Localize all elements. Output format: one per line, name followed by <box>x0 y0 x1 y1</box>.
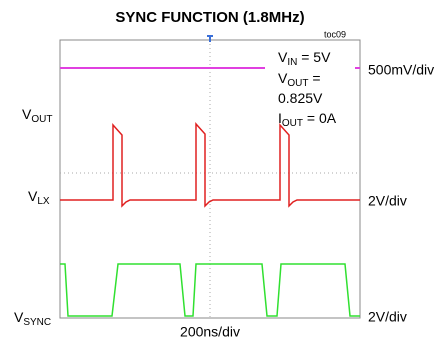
scale-label: 500mV/div <box>368 62 434 78</box>
channel-label-sub: OUT <box>31 114 52 125</box>
condition-main: V <box>278 70 288 86</box>
time-scale: 200ns/div <box>180 324 240 340</box>
scale-label: 2V/div <box>368 193 407 209</box>
scale-label: 2V/div <box>368 309 407 325</box>
condition-main: 0.825V <box>278 90 323 106</box>
channel-label-main: V <box>14 309 24 325</box>
condition: 0.825V <box>278 90 323 106</box>
vlx-trace <box>60 122 360 208</box>
channel-label: VLX <box>28 188 50 207</box>
condition: IOUT = 0A <box>278 110 337 129</box>
condition-rest: = <box>308 70 320 86</box>
figure-id: toc09 <box>324 29 346 39</box>
condition-main: I <box>278 110 282 126</box>
condition-sub: OUT <box>282 118 303 129</box>
condition-sub: IN <box>287 57 297 68</box>
channel-label-sub: LX <box>37 196 50 207</box>
screen <box>59 39 361 319</box>
condition: VIN = 5V <box>278 49 331 68</box>
vsync-trace <box>60 263 360 317</box>
title: SYNC FUNCTION (1.8MHz) <box>115 9 304 26</box>
trigger-marker <box>207 35 213 42</box>
channel-label: VSYNC <box>14 309 51 328</box>
channel-label-sub: SYNC <box>23 317 51 328</box>
channel-label-main: V <box>22 106 32 122</box>
condition-rest: = 5V <box>297 49 331 65</box>
condition: VOUT = <box>278 70 321 89</box>
condition-sub: OUT <box>287 78 308 89</box>
condition-main: V <box>278 49 288 65</box>
channel-label: VOUT <box>22 106 52 125</box>
channel-label-main: V <box>28 188 38 204</box>
condition-rest: = 0A <box>303 110 337 126</box>
